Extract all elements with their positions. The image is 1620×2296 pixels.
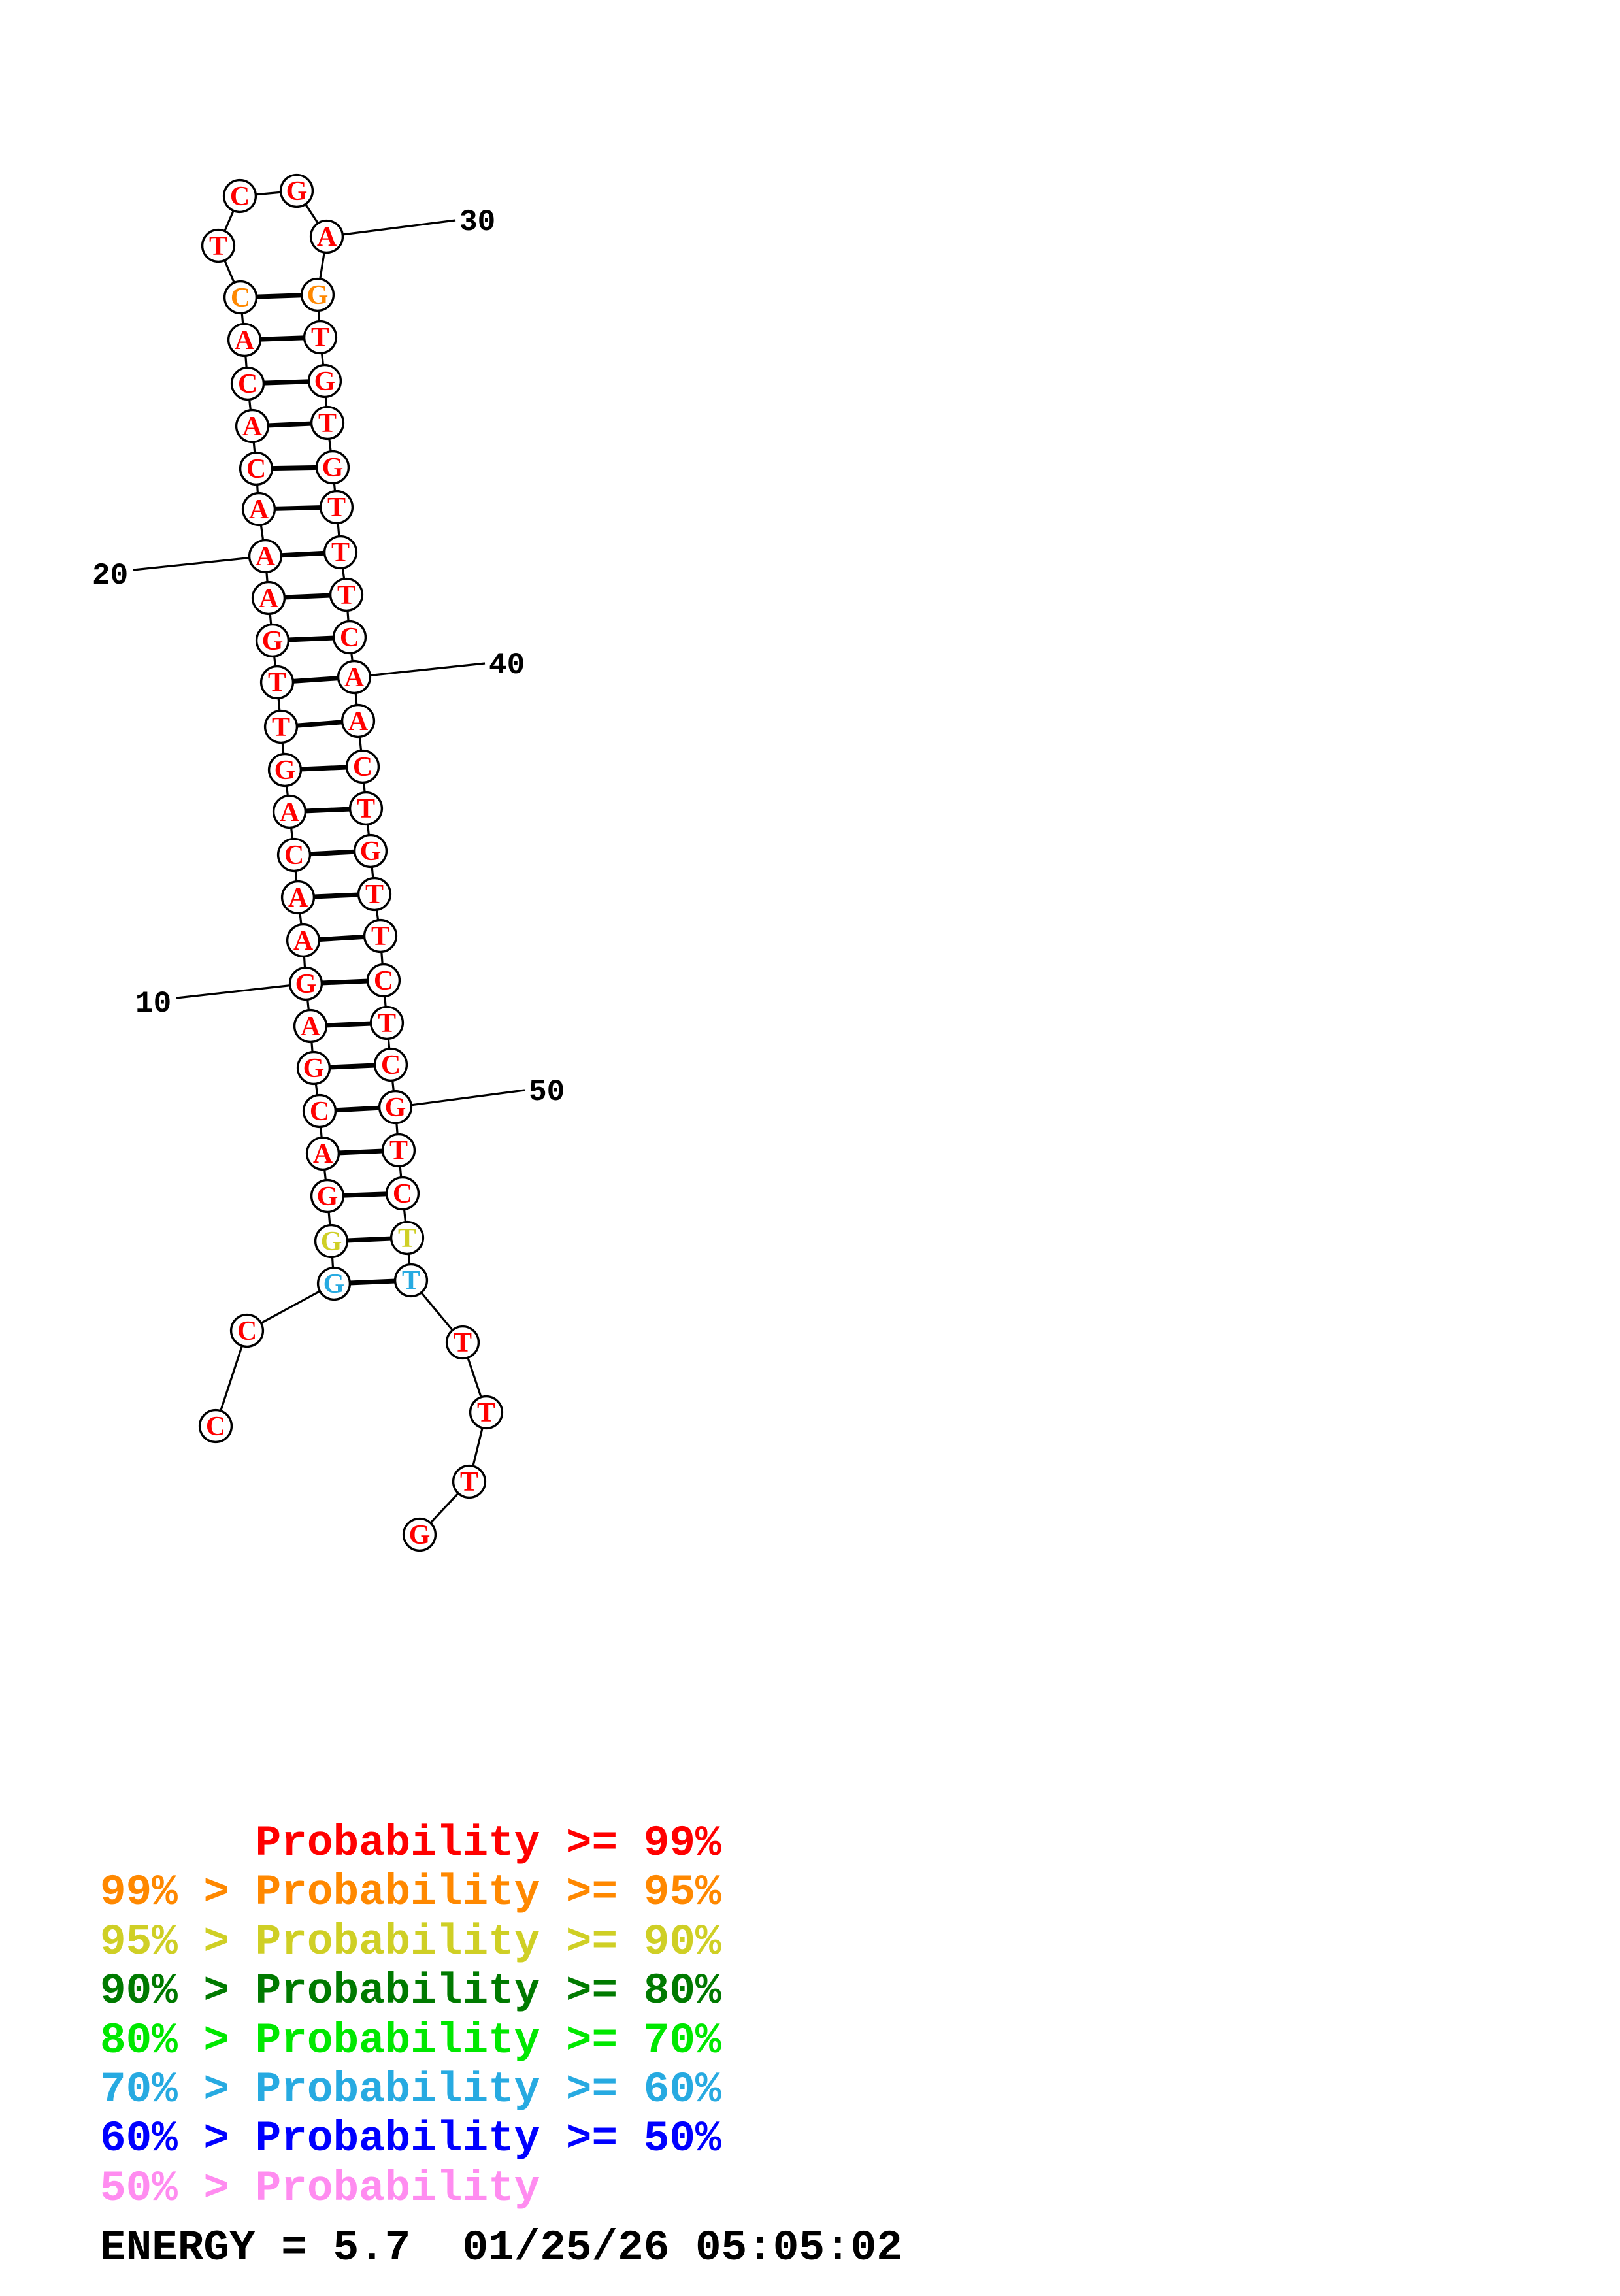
svg-text:T: T xyxy=(454,1328,472,1358)
svg-text:A: A xyxy=(344,663,365,693)
svg-text:T: T xyxy=(268,668,286,698)
svg-text:C: C xyxy=(231,283,250,313)
svg-text:40: 40 xyxy=(489,648,525,682)
svg-text:C: C xyxy=(310,1097,329,1127)
svg-text:A: A xyxy=(293,926,314,956)
svg-text:A: A xyxy=(301,1012,321,1042)
svg-text:80% > Probability >= 70%: 80% > Probability >= 70% xyxy=(100,2016,721,2065)
svg-text:90% > Probability >= 80%: 90% > Probability >= 80% xyxy=(100,1967,721,2016)
svg-text:T: T xyxy=(357,794,375,824)
svg-text:99% > Probability >= 95%: 99% > Probability >= 95% xyxy=(100,1868,721,1917)
svg-text:A: A xyxy=(242,412,263,442)
svg-text:60% > Probability >= 50%: 60% > Probability >= 50% xyxy=(100,2114,721,2163)
svg-text:T: T xyxy=(209,231,227,261)
svg-text:G: G xyxy=(262,626,284,656)
svg-text:T: T xyxy=(389,1136,408,1166)
svg-text:Probability >= 99%: Probability >= 99% xyxy=(100,1819,721,1868)
svg-text:C: C xyxy=(246,454,266,484)
svg-text:A: A xyxy=(313,1139,333,1169)
svg-text:G: G xyxy=(317,1182,339,1212)
svg-text:C: C xyxy=(230,182,250,212)
svg-text:70% > Probability >= 60%: 70% > Probability >= 60% xyxy=(100,2065,721,2114)
svg-text:G: G xyxy=(409,1520,431,1550)
svg-text:ENERGY = 5.7 01/25/26 05:05:0: ENERGY = 5.7 01/25/26 05:05:02 xyxy=(100,2223,902,2272)
svg-text:50: 50 xyxy=(529,1075,565,1109)
svg-text:C: C xyxy=(284,840,304,871)
svg-text:T: T xyxy=(337,580,355,610)
svg-text:C: C xyxy=(374,966,393,996)
svg-text:T: T xyxy=(371,922,389,952)
svg-text:T: T xyxy=(477,1398,495,1428)
svg-text:G: G xyxy=(274,756,296,786)
svg-text:T: T xyxy=(318,408,337,439)
svg-text:C: C xyxy=(237,1316,257,1346)
svg-text:A: A xyxy=(288,883,308,913)
svg-text:T: T xyxy=(378,1008,396,1039)
svg-text:T: T xyxy=(460,1467,478,1497)
svg-text:C: C xyxy=(340,623,359,653)
svg-text:C: C xyxy=(353,752,372,782)
svg-text:G: G xyxy=(323,1269,345,1299)
svg-text:30: 30 xyxy=(459,205,495,239)
svg-text:A: A xyxy=(348,707,369,737)
svg-text:G: G xyxy=(303,1054,325,1084)
svg-text:A: A xyxy=(280,797,300,827)
svg-text:G: G xyxy=(360,837,382,867)
svg-text:C: C xyxy=(381,1050,401,1080)
svg-text:T: T xyxy=(398,1223,416,1254)
svg-text:T: T xyxy=(365,880,384,910)
svg-text:G: G xyxy=(321,1227,342,1257)
svg-text:T: T xyxy=(311,323,329,353)
svg-text:C: C xyxy=(393,1179,412,1209)
svg-text:20: 20 xyxy=(92,559,128,593)
svg-text:G: G xyxy=(295,969,317,999)
svg-text:G: G xyxy=(314,367,336,397)
svg-text:A: A xyxy=(256,542,276,572)
svg-text:G: G xyxy=(385,1093,406,1123)
svg-text:A: A xyxy=(259,584,279,614)
svg-text:C: C xyxy=(238,369,257,399)
svg-text:T: T xyxy=(402,1266,420,1296)
svg-text:10: 10 xyxy=(135,987,171,1021)
svg-text:50% > Probability: 50% > Probability xyxy=(100,2164,540,2213)
svg-text:T: T xyxy=(272,712,290,742)
svg-text:T: T xyxy=(327,493,346,523)
svg-text:G: G xyxy=(307,280,329,310)
svg-text:G: G xyxy=(322,453,344,483)
svg-text:C: C xyxy=(206,1412,225,1442)
svg-text:A: A xyxy=(235,325,255,356)
svg-text:G: G xyxy=(286,176,308,207)
svg-text:T: T xyxy=(331,538,350,568)
svg-text:95% > Probability >= 90%: 95% > Probability >= 90% xyxy=(100,1918,721,1967)
svg-text:A: A xyxy=(317,222,337,252)
svg-text:A: A xyxy=(249,495,269,525)
